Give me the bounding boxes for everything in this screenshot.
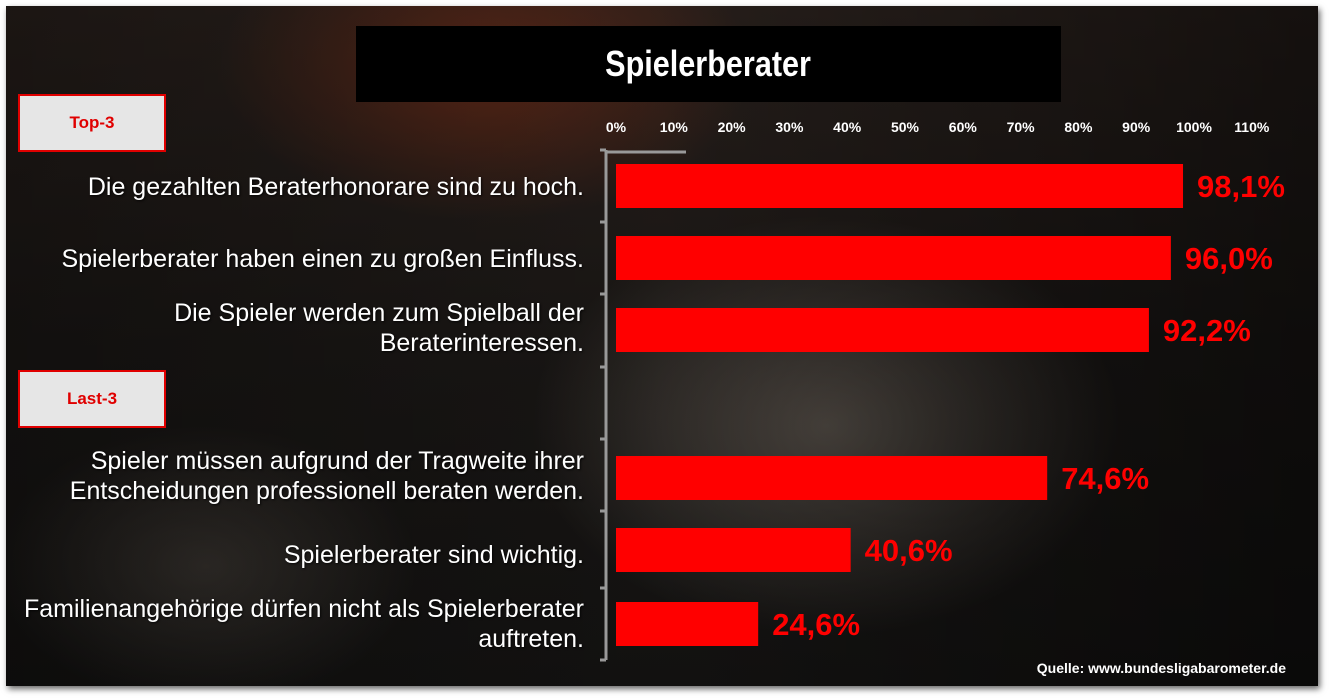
bar-chart: 0% 10% 20% 30% 40% 50% 60% 70% 80% 90% 100% 110% 98,…: [600, 119, 1285, 662]
x-tick-label: 10%: [660, 119, 689, 135]
x-tick-label: 80%: [1064, 119, 1093, 135]
x-tick-label: 90%: [1122, 119, 1151, 135]
bar: [616, 236, 1171, 280]
x-tick-label: 20%: [718, 119, 747, 135]
value-label: 96,0%: [1185, 241, 1273, 276]
x-tick-label: 70%: [1007, 119, 1036, 135]
x-tick-label: 0%: [606, 119, 627, 135]
value-label: 92,2%: [1163, 313, 1251, 348]
chart-title: Spielerberater: [605, 43, 812, 84]
bar: [616, 164, 1184, 208]
top-3-tag: Top-3: [18, 94, 166, 152]
value-label: 40,6%: [865, 533, 953, 568]
category-label: Spieler müssen aufgrund der Tragweite ih…: [69, 447, 584, 505]
x-tick-label: 30%: [775, 119, 804, 135]
value-label: 98,1%: [1197, 169, 1285, 204]
bar: [616, 456, 1048, 500]
x-tick-label: 110%: [1234, 119, 1270, 135]
category-label: Die Spieler werden zum Spielball der Ber…: [174, 299, 584, 357]
bar: [616, 602, 759, 646]
last-3-tag: Last-3: [18, 370, 166, 428]
source-note: Quelle: www.bundesligabarometer.de: [1036, 660, 1286, 676]
value-label: 24,6%: [772, 607, 860, 642]
x-tick-label: 60%: [949, 119, 978, 135]
bar: [616, 528, 851, 572]
last-3-label: Last-3: [66, 389, 118, 408]
category-label: Spielerberater sind wichtig.: [283, 541, 584, 569]
category-label: Die gezahlten Beraterhonorare sind zu ho…: [87, 173, 584, 201]
x-tick-label: 100%: [1176, 119, 1212, 135]
value-label: 74,6%: [1061, 461, 1149, 496]
category-label: Familienangehörige dürfen nicht als Spie…: [23, 595, 584, 653]
x-tick-label: 50%: [891, 119, 920, 135]
title-box: Spielerberater: [356, 26, 1061, 102]
bar: [616, 308, 1149, 352]
x-tick-label: 40%: [833, 119, 862, 135]
top-3-label: Top-3: [69, 113, 115, 132]
infographic-frame: Spielerberater Top-3 Last-3 Die gezahlte…: [6, 6, 1318, 686]
category-label: Spielerberater haben einen zu großen Ein…: [61, 245, 584, 273]
